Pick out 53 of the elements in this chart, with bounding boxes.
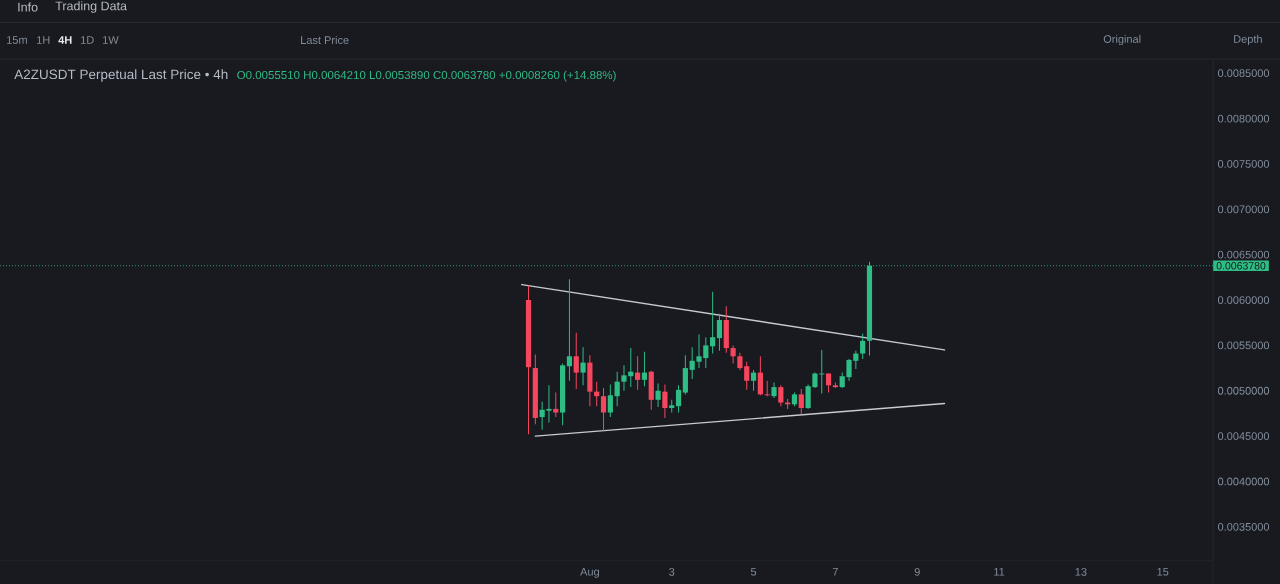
x-tick-label: 15 — [1157, 567, 1169, 576]
text: Original — [1103, 34, 1141, 46]
y-tick-label: 0.0040000 — [1217, 477, 1270, 486]
text: 4H — [58, 36, 72, 44]
x-tick-label: 13 — [1075, 567, 1087, 576]
candlestick — [641, 351, 648, 387]
text: Last Price — [301, 35, 349, 45]
candlestick — [778, 384, 784, 407]
candlestick — [635, 355, 641, 391]
y-tick-label: 0.0080000 — [1217, 114, 1270, 123]
candlestick — [600, 387, 607, 433]
y-tick-label: 0.0060000 — [1217, 296, 1270, 304]
y-tick-label: 0.0045000 — [1217, 432, 1270, 441]
x-tick-label: Aug — [580, 567, 599, 578]
candlestick — [764, 380, 770, 397]
candlestick — [757, 355, 763, 396]
candlestick — [730, 344, 736, 365]
y-tick-label: 0.0075000 — [1217, 160, 1270, 168]
candlestick — [566, 278, 573, 382]
y-tick-label: 0.0050000 — [1217, 386, 1270, 395]
y-tick-label: 0.0055000 — [1217, 341, 1270, 350]
y-tick-label: 0.0070000 — [1217, 205, 1270, 214]
candlestick — [580, 346, 586, 386]
candlestick — [798, 388, 804, 415]
y-tick-label: 0.0065000 — [1217, 250, 1270, 259]
candlestick — [750, 369, 757, 392]
x-tick-label: 7 — [832, 567, 838, 576]
y-tick-label: 0.0035000 — [1217, 522, 1270, 531]
text: 1D — [81, 36, 94, 44]
x-tick-label: 11 — [994, 567, 1005, 576]
candlestick — [553, 392, 559, 418]
text: Trading Data — [55, 1, 127, 13]
candlestick — [710, 291, 716, 355]
x-tick-label: 3 — [669, 567, 675, 576]
text: Info — [18, 2, 38, 12]
text: 1W — [103, 36, 119, 44]
candlestick — [662, 383, 668, 419]
y-tick-label: 0.0085000 — [1217, 69, 1270, 78]
x-tick-label: 5 — [750, 567, 757, 576]
candlestick — [607, 383, 613, 418]
text: Depth — [1234, 34, 1262, 46]
text: A2ZUSDT Perpetual Last Price • 4h — [14, 69, 228, 82]
candlestick — [614, 371, 620, 407]
x-tick-label: 9 — [914, 567, 920, 576]
ref-line-label: 0.0063780 — [1216, 262, 1266, 270]
text: 15m — [7, 36, 27, 44]
candlestick — [716, 313, 723, 352]
candlestick — [573, 332, 579, 390]
text: 1H — [37, 36, 50, 44]
candlestick — [860, 333, 866, 360]
candlestick — [655, 382, 661, 408]
text: O0.0055510 H0.0064210 L0.0053890 C0.0063780 +0.0008260 (+14.88%) — [237, 70, 616, 82]
candlestick — [675, 384, 682, 414]
